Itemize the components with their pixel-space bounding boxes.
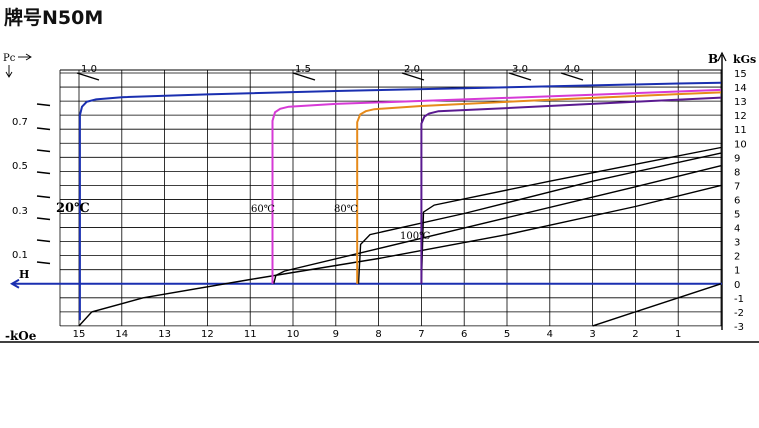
y-tick-label: 3	[734, 238, 740, 249]
pc-top-tick	[292, 72, 316, 81]
pc-right-arrowhead	[25, 53, 32, 61]
pc-top-label: 1.0	[81, 64, 97, 75]
y-tick-label: 12	[734, 111, 747, 122]
demag-curve	[356, 91, 722, 284]
b-axis-arrowhead	[717, 51, 727, 62]
x-tick-label: 12	[201, 329, 214, 340]
x-tick-label: 13	[158, 329, 171, 340]
x-tick-label: 8	[375, 329, 381, 340]
pc-down-arrowhead	[5, 71, 13, 78]
pc-left-tick	[36, 149, 51, 153]
x-tick-label: 9	[333, 329, 339, 340]
temperature-label: 80℃	[334, 204, 358, 215]
x-tick-label: 3	[589, 329, 595, 340]
y-tick-label: 4	[734, 224, 740, 235]
pc-top-tick	[401, 72, 425, 81]
x-tick-label: 15	[73, 329, 86, 340]
y-tick-label: 15	[734, 69, 747, 80]
pc-top-tick	[76, 72, 100, 81]
pc-left-label: 0.3	[12, 206, 28, 217]
y-tick-label: 2	[734, 252, 740, 263]
pc-left-tick	[36, 261, 51, 265]
grid	[59, 51, 727, 330]
pc-top-tick	[560, 72, 584, 81]
y-tick-label: 1	[734, 266, 740, 277]
y-tick-label: -3	[734, 322, 744, 333]
pc-left-tick	[36, 127, 51, 131]
h-axis-label: H	[19, 268, 29, 281]
y-tick-label: 5	[734, 210, 740, 221]
h-axis-arrowhead	[9, 278, 20, 289]
y-tick-label: 8	[734, 167, 740, 178]
y-tick-label: 13	[734, 97, 747, 108]
pc-left-tick	[36, 239, 51, 243]
pc-left-label: 0.7	[12, 117, 28, 128]
pc-label: Pc	[3, 53, 16, 64]
pc-top-label: 2.0	[404, 64, 420, 75]
x-tick-label: 11	[244, 329, 257, 340]
pc-top-label: 4.0	[564, 64, 580, 75]
pc-left-tick	[36, 217, 51, 221]
pc-left-label: 0.1	[12, 250, 28, 261]
x-tick-label: 1	[675, 329, 681, 340]
temperature-label: 100℃	[400, 231, 430, 242]
temperature-label: 60℃	[251, 204, 275, 215]
y-tick-label: 9	[734, 153, 740, 164]
recoil-line	[357, 152, 722, 284]
recoil-line	[78, 184, 722, 327]
y-tick-label: -2	[734, 308, 744, 319]
x-tick-label: 2	[632, 329, 638, 340]
y-tick-label: 7	[734, 181, 740, 192]
pc-left-tick	[36, 195, 51, 199]
y-axis-unit-label: kGs	[733, 53, 756, 66]
x-tick-label: 5	[504, 329, 510, 340]
pc-left-tick	[36, 103, 51, 107]
y-tick-label: 10	[734, 139, 747, 150]
reference-line	[592, 283, 722, 327]
pc-top-label: 1.5	[295, 64, 311, 75]
y-tick-label: 11	[734, 125, 747, 136]
x-tick-label: 6	[461, 329, 467, 340]
y-tick-label: 0	[734, 280, 740, 291]
demag-curve	[271, 88, 722, 284]
y-tick-label: -1	[734, 294, 744, 305]
y-tick-label: 6	[734, 195, 740, 206]
b-axis-label: B	[708, 52, 718, 66]
x-tick-label: 14	[115, 329, 128, 340]
x-tick-label: 7	[418, 329, 424, 340]
demag-curve	[78, 81, 722, 321]
recoil-line	[273, 165, 722, 284]
recoil-line	[420, 146, 722, 284]
x-tick-label: 4	[547, 329, 553, 340]
page-title: 牌号N50M	[4, 7, 104, 29]
pc-top-label: 3.0	[512, 64, 528, 75]
demag-curve	[420, 96, 722, 284]
x-axis-unit-label: -kOe	[5, 329, 37, 343]
pc-left-label: 0.5	[12, 161, 28, 172]
x-tick-label: 10	[287, 329, 300, 340]
temperature-label: 20℃	[56, 201, 90, 216]
pc-left-tick	[36, 171, 51, 175]
y-tick-label: 14	[734, 83, 747, 94]
pc-top-tick	[508, 72, 532, 81]
